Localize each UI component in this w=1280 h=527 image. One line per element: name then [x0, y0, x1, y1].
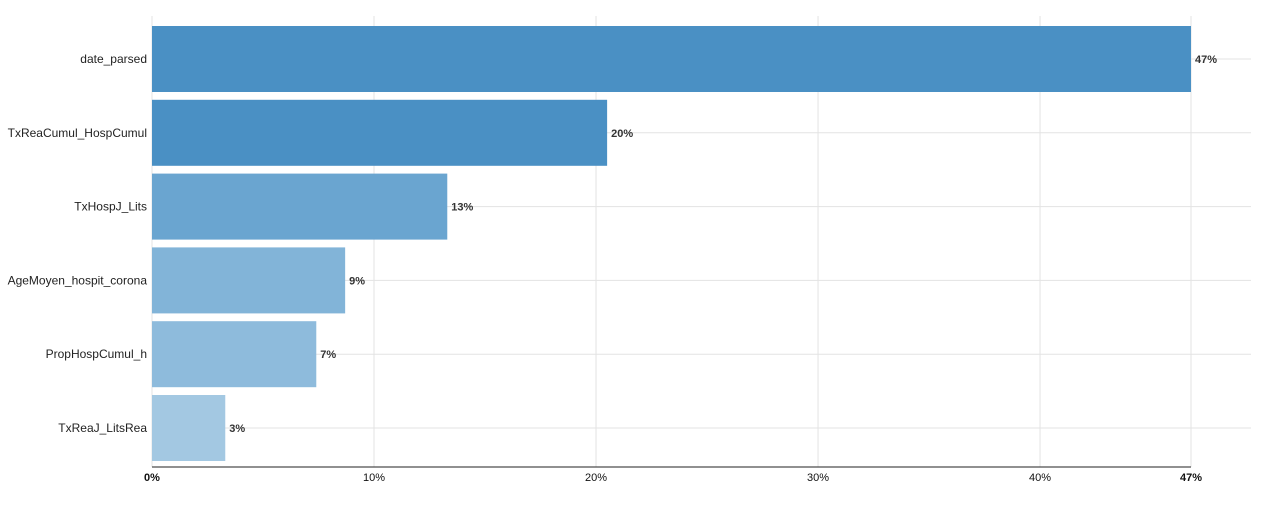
value-label: 47%: [1195, 54, 1217, 66]
category-label: TxHospJ_Lits: [74, 200, 147, 214]
value-label: 9%: [349, 275, 365, 287]
labels-layer: date_parsed 47% TxReaCumul_HospCumul 20% TxH…: [8, 52, 1218, 435]
bar-TxReaJ_LitsRea[interactable]: [152, 395, 226, 461]
bar-TxHospJ_Lits[interactable]: [152, 173, 448, 240]
x-tick-label: 40%: [1029, 472, 1051, 484]
category-label: TxReaCumul_HospCumul: [8, 126, 147, 140]
value-label: 7%: [320, 349, 336, 361]
value-label: 20%: [611, 128, 633, 140]
bar-PropHospCumul_h[interactable]: [152, 321, 317, 388]
value-label: 13%: [451, 202, 473, 214]
x-tick-label: 10%: [363, 472, 385, 484]
x-tick-label: 0%: [144, 472, 160, 484]
x-tick-label: 20%: [585, 472, 607, 484]
category-label: date_parsed: [80, 52, 147, 66]
bars-layer: [152, 26, 1191, 461]
bar-date_parsed[interactable]: [152, 26, 1191, 92]
category-label: TxReaJ_LitsRea: [58, 421, 147, 435]
x-tick-label: 47%: [1180, 472, 1202, 484]
bar-AgeMoyen_hospit_corona[interactable]: [152, 247, 346, 314]
category-label: AgeMoyen_hospit_corona: [8, 273, 148, 287]
category-label: PropHospCumul_h: [46, 347, 147, 361]
bar-TxReaCumul_HospCumul[interactable]: [152, 99, 608, 166]
value-label: 3%: [229, 423, 245, 435]
x-axis: 0% 10% 20% 30% 40% 47%: [144, 466, 1202, 484]
x-tick-label: 30%: [807, 472, 829, 484]
